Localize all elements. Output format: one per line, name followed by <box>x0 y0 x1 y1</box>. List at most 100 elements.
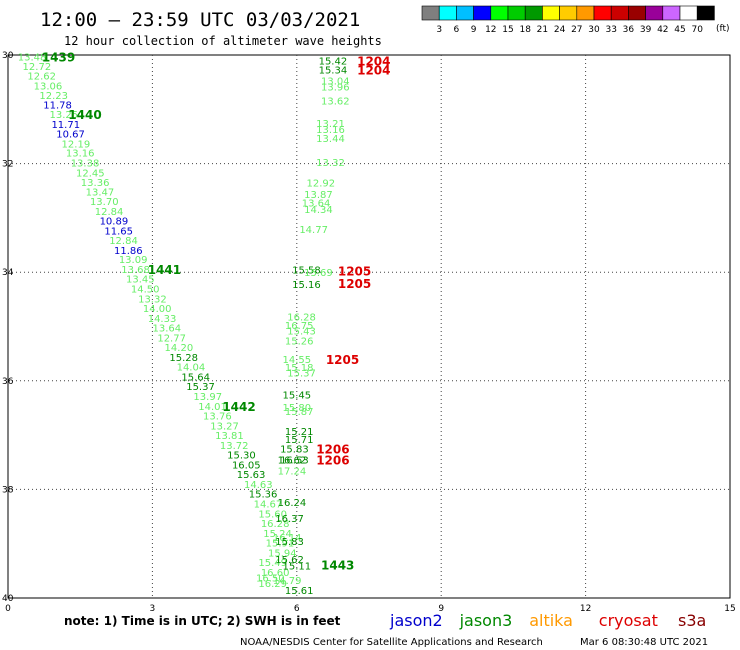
wave-height-label: 15.28 <box>169 353 198 364</box>
wave-height-label: 16.60 <box>261 568 290 579</box>
wave-height-label: 15.16 <box>292 280 321 291</box>
pass-id-label: 1204 <box>357 64 390 78</box>
wave-height-label: 13.87 <box>304 190 333 201</box>
color-scale-label: 36 <box>623 25 635 35</box>
pass-id-label: 1441 <box>148 263 181 277</box>
color-scale-cell <box>490 5 509 21</box>
wave-height-label: 15.11 <box>282 561 311 572</box>
x-tick-label: 12 <box>580 604 591 614</box>
wave-height-label: 15.69 <box>304 268 333 279</box>
wave-height-label: 13.44 <box>316 134 345 145</box>
color-scale-label: 9 <box>471 25 477 35</box>
color-scale-cell <box>542 5 560 21</box>
wave-height-label: 12.45 <box>76 168 105 179</box>
wave-height-label: 15.21 <box>285 427 314 438</box>
x-tick-label: 15 <box>724 604 735 614</box>
wave-height-label: 15.87 <box>285 407 314 418</box>
plot-frame <box>7 54 731 599</box>
wave-height-label: 13.16 <box>316 125 345 136</box>
wave-height-label: 16.75 <box>285 321 314 332</box>
wave-height-label: 11.86 <box>114 246 143 257</box>
wave-height-label: 14.20 <box>165 343 194 354</box>
wave-height-label: 12.23 <box>39 91 68 102</box>
wave-height-label: 12.92 <box>307 179 336 190</box>
x-tick-label: 0 <box>5 604 11 614</box>
color-scale-label: 15 <box>502 25 513 35</box>
wave-height-label: 15.80 <box>282 403 311 414</box>
x-tick-label: 6 <box>294 604 300 614</box>
color-scale-label: 12 <box>485 25 496 35</box>
wave-height-label: 13.21 <box>316 119 345 130</box>
legend-item: cryosat <box>599 611 658 630</box>
pass-id-label: 1442 <box>222 400 255 414</box>
wave-height-label: 12.62 <box>27 72 56 83</box>
wave-height-label: 13.25 <box>50 110 79 121</box>
wave-height-label: 15.37 <box>186 382 215 393</box>
wave-height-label: 14.04 <box>177 363 206 374</box>
color-scale-label: 42 <box>657 25 668 35</box>
wave-height-label: 13.62 <box>321 97 350 108</box>
wave-height-label: 15.42 <box>319 56 348 67</box>
y-tick-label: 38 <box>2 485 14 495</box>
wave-height-label: 15.91 <box>266 539 295 550</box>
satellite-legend: jason2 jason3 altika cryosat s3a <box>389 611 706 630</box>
wave-height-label: 13.76 <box>203 412 232 423</box>
x-tick-label: 3 <box>150 604 156 614</box>
wave-height-label: 13.38 <box>71 159 100 170</box>
wave-height-label: 15.26 <box>285 337 314 348</box>
wave-height-label: 13.64 <box>153 324 182 335</box>
wave-height-label: 13.27 <box>210 421 239 432</box>
pass-id-label: 1206 <box>316 443 349 457</box>
color-scale-label: 30 <box>588 25 600 35</box>
wave-height-label: 13.64 <box>302 199 331 210</box>
chart-title: 12:00 – 23:59 UTC 03/03/2021 <box>40 9 360 31</box>
wave-height-label: 14.63 <box>244 480 273 491</box>
wave-height-label: 16.14 <box>273 533 302 544</box>
wave-height-label: 13.72 <box>220 441 249 452</box>
wave-height-label: 16.05 <box>232 460 261 471</box>
wave-height-label: 13.68 <box>121 265 150 276</box>
wave-height-label: 16.53 <box>280 456 309 467</box>
wave-height-label: 15.64 <box>181 372 210 383</box>
pass-id-label: 1439 <box>42 51 75 65</box>
color-scale-label: 18 <box>519 25 531 35</box>
color-scale-label: 33 <box>605 25 616 35</box>
wave-height-label: 10.89 <box>100 217 129 228</box>
y-tick-label: 40 <box>2 594 14 604</box>
color-scale-cell <box>438 5 457 21</box>
wave-height-label: 14.55 <box>282 355 311 366</box>
credit-text: NOAA/NESDIS Center for Satellite Applica… <box>240 637 543 648</box>
y-tick-label: 30 <box>2 51 14 61</box>
color-scale-bar: 3 6 9 12 15 18 21 24 27 30 33 36 39 42 45 70 <box>421 5 715 35</box>
wave-height-label: 12.19 <box>62 140 91 151</box>
wave-height-label: 14.34 <box>304 205 333 216</box>
wave-height-label: 13.70 <box>90 197 119 208</box>
wave-height-label: 15.43 <box>287 326 316 337</box>
wave-height-label: 14.67 <box>254 500 283 511</box>
y-tick-label: 32 <box>2 160 13 170</box>
pass-id-label: 1205 <box>326 353 359 367</box>
wave-height-label: 15.30 <box>227 451 256 462</box>
wave-height-label: 13.48 <box>18 53 47 64</box>
wave-height-label: 15.34 <box>319 66 348 77</box>
pass-id-label: 1205 <box>338 265 371 279</box>
wave-height-label: 14.33 <box>148 314 177 325</box>
wave-height-label: 12.84 <box>109 236 138 247</box>
pass-id-label: 1204 <box>357 54 390 68</box>
wave-height-label: 15.83 <box>275 537 304 548</box>
y-tick-label: 36 <box>2 377 14 387</box>
color-scale-label: 6 <box>454 25 460 35</box>
color-scale-label: 70 <box>691 25 703 35</box>
wave-height-label: 15.24 <box>263 529 292 540</box>
wave-height-label: 13.96 <box>321 82 350 93</box>
wave-height-label: 14.50 <box>131 284 160 295</box>
color-scale-label: 3 <box>436 25 442 35</box>
y-tick-label: 34 <box>2 268 14 278</box>
wave-height-label: 15.83 <box>280 445 309 456</box>
wave-height-label: 14.00 <box>143 304 172 315</box>
wave-height-label: 15.63 <box>237 470 266 481</box>
color-scale-unit: (ft) <box>716 24 730 34</box>
wave-height-label: 15.71 <box>285 435 314 446</box>
color-scale-cell <box>696 5 715 21</box>
